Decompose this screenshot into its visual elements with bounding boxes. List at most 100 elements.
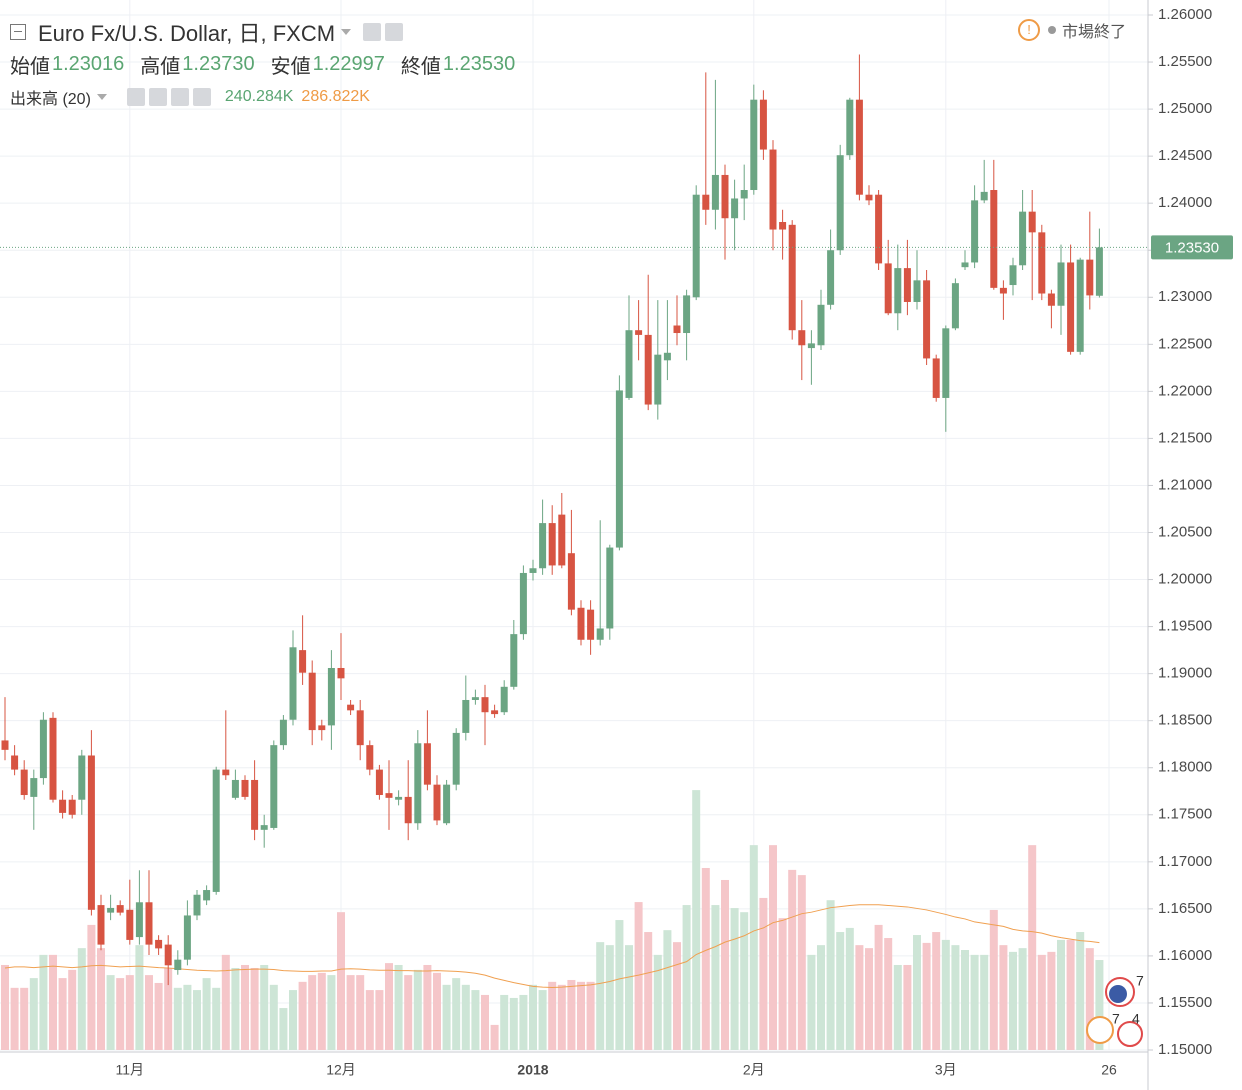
volume-bar <box>385 963 393 1050</box>
candle-body <box>327 667 335 726</box>
eye-icon[interactable] <box>126 88 145 106</box>
candle-body <box>107 907 115 913</box>
volume-bar <box>317 972 326 1050</box>
y-tick-label: 1.24000 <box>1158 194 1212 211</box>
volume-bar <box>125 975 134 1050</box>
candle-body <box>222 769 230 776</box>
candle-body <box>1067 262 1075 352</box>
volume-bar <box>337 912 345 1050</box>
volume-ma-value: 286.822K <box>301 88 370 105</box>
volume-bar <box>471 990 480 1050</box>
volume-bar <box>778 918 787 1050</box>
volume-bar <box>106 975 115 1050</box>
dropdown[interactable] <box>96 94 107 100</box>
candle-body <box>116 905 124 913</box>
candle-body <box>308 672 316 731</box>
volume-bar <box>183 984 192 1050</box>
candle-body <box>750 99 758 191</box>
candle-body <box>519 572 527 635</box>
volume-bar <box>298 981 307 1050</box>
settings-icon[interactable] <box>148 88 167 106</box>
eye-icon[interactable] <box>363 23 382 41</box>
candle-body <box>913 280 921 302</box>
candle-body <box>68 799 76 815</box>
volume-bar <box>836 932 845 1050</box>
volume-bar <box>241 964 249 1050</box>
candle-body <box>87 755 95 910</box>
candle-body <box>318 725 326 731</box>
candle-body <box>481 697 489 713</box>
y-tick-label: 1.15000 <box>1158 1041 1212 1058</box>
volume-bar <box>509 997 518 1050</box>
volume-bar <box>538 990 547 1050</box>
volume-bar <box>68 969 77 1050</box>
close-icon[interactable] <box>192 88 211 106</box>
y-tick-label: 1.20000 <box>1158 571 1212 588</box>
event-count: 7 <box>1112 1011 1120 1027</box>
volume-bar <box>769 845 777 1050</box>
volume-bar <box>461 984 470 1050</box>
volume-bar <box>865 948 873 1050</box>
candle-body <box>683 295 691 334</box>
volume-bar <box>49 954 57 1050</box>
volume-bar <box>365 990 374 1050</box>
chart-title: Euro Fx/U.S. Dollar, 日, FXCM <box>38 21 336 46</box>
dropdown[interactable] <box>341 29 352 35</box>
candle-body <box>289 647 297 720</box>
volume-bar <box>87 924 96 1050</box>
candle-body <box>673 325 681 334</box>
candle-body <box>635 330 643 335</box>
candle-body <box>731 198 739 219</box>
candle-body <box>999 287 1007 294</box>
candle-body <box>855 99 863 195</box>
volume-bar <box>135 945 144 1050</box>
candle-body <box>174 959 182 971</box>
volume-bar <box>797 875 806 1050</box>
volume-bar <box>116 978 125 1050</box>
x-tick-label: 12月 <box>326 1062 356 1078</box>
market-status: ! 市場終了 <box>1018 18 1126 42</box>
ohlc-row: 始値 1.23016 高値 1.23730 安値 1.22997 終値 1.23530 <box>10 50 531 79</box>
volume-bar <box>519 994 528 1050</box>
volume-bar <box>356 975 365 1050</box>
volume-bar <box>913 935 921 1050</box>
status-dot <box>1048 26 1056 34</box>
add-icon[interactable] <box>170 88 189 106</box>
y-tick-label: 1.25500 <box>1158 53 1212 70</box>
volume-bar <box>289 990 297 1050</box>
candle-body <box>1076 259 1084 352</box>
collapse-icon[interactable] <box>10 24 26 40</box>
status-text: 市場終了 <box>1062 24 1127 41</box>
candle-body <box>183 915 191 960</box>
volume-bar <box>1009 951 1017 1050</box>
alert-icon[interactable]: ! <box>1018 19 1040 41</box>
volume-bar <box>634 902 643 1050</box>
candle-body <box>539 523 547 569</box>
candle-body <box>558 514 566 566</box>
candle-body <box>827 250 835 305</box>
y-tick-label: 1.22000 <box>1158 382 1212 399</box>
candle-body <box>942 328 950 398</box>
legend-value: 1.23730 <box>182 53 255 75</box>
legend-value: 1.23016 <box>52 53 125 75</box>
candle-body <box>299 650 307 673</box>
volume-bar <box>721 879 729 1050</box>
settings-icon[interactable] <box>385 23 404 41</box>
candle-body <box>212 769 220 892</box>
volume-bar <box>932 932 941 1050</box>
volume-bar <box>231 967 240 1050</box>
volume-bar <box>308 975 317 1050</box>
candle-body <box>971 200 979 263</box>
candle-body <box>1 740 9 750</box>
volume-bar <box>173 987 182 1050</box>
candle-body <box>126 909 134 940</box>
candle-body <box>567 553 575 610</box>
candle-body <box>356 710 364 746</box>
volume-bar <box>807 954 816 1050</box>
volume-bar <box>1085 948 1094 1050</box>
candle-body <box>788 224 796 331</box>
volume-bar <box>327 975 336 1050</box>
last-price-tag <box>1151 235 1233 260</box>
candle-body <box>846 99 854 156</box>
